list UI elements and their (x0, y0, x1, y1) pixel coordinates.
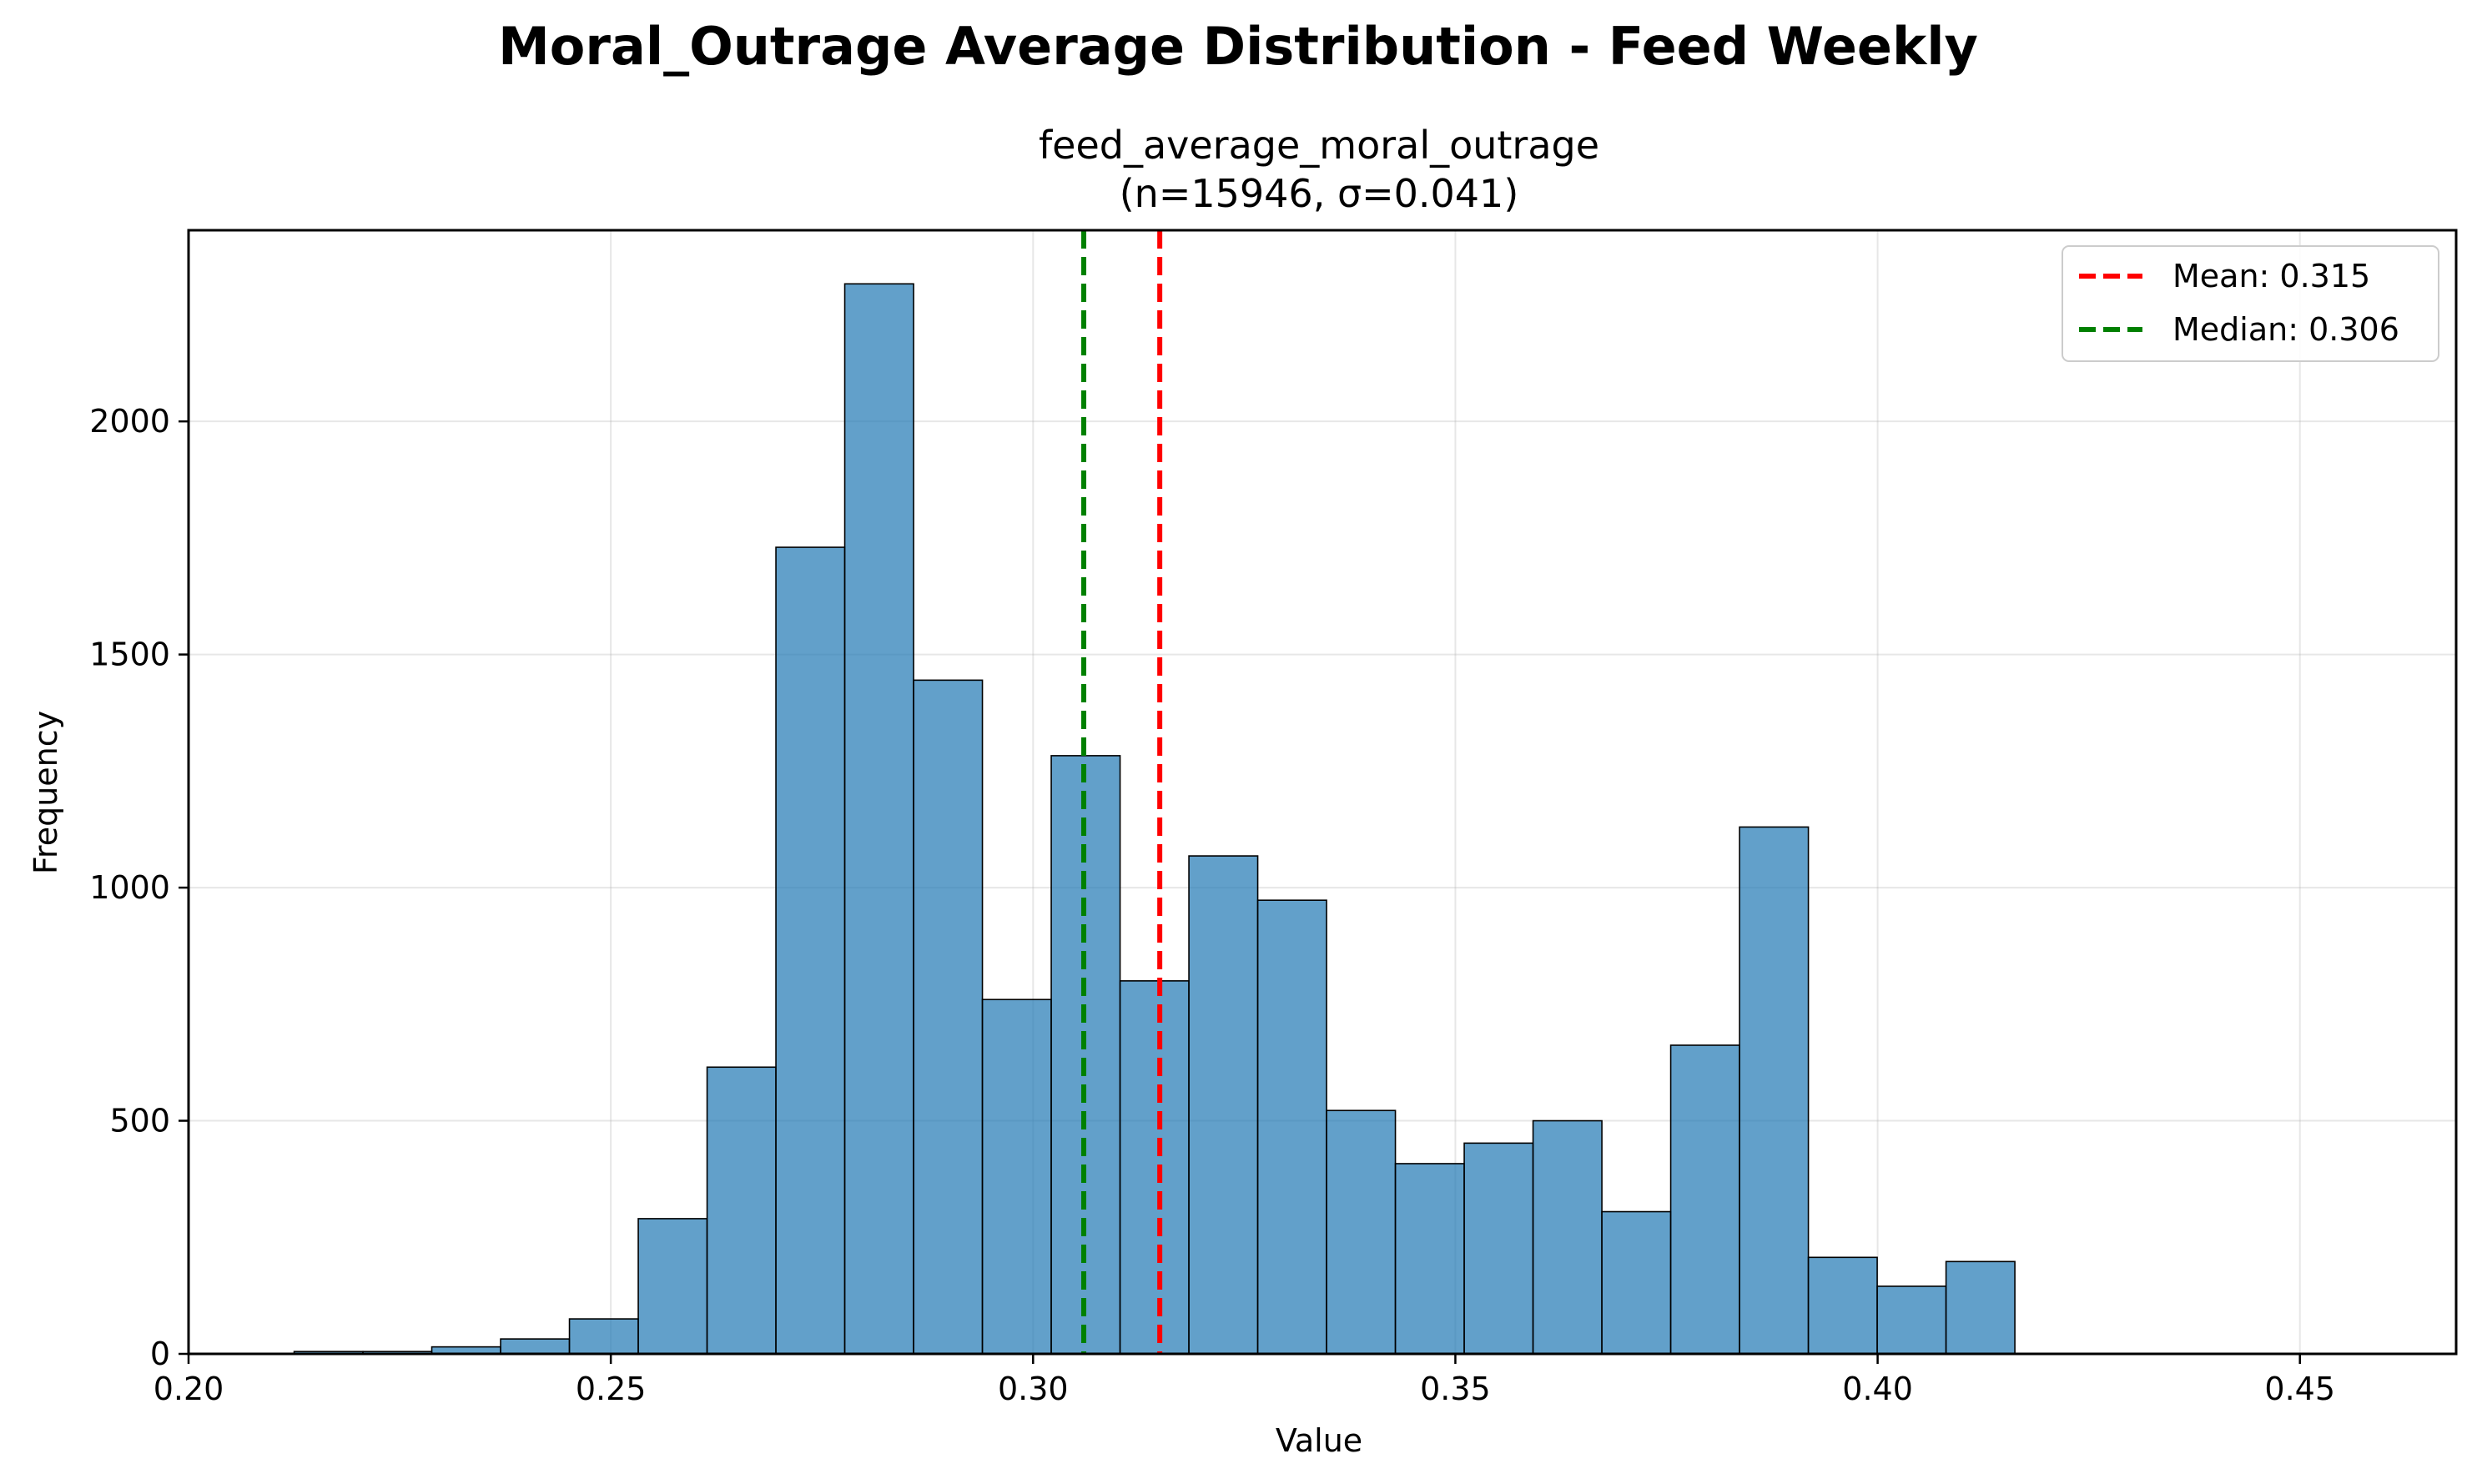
histogram-bar (1394, 1163, 1465, 1355)
histogram-bar (706, 1066, 777, 1355)
histogram-bar (1463, 1142, 1534, 1355)
x-tick-label: 0.30 (998, 1371, 1069, 1407)
reference-lines (1081, 230, 1163, 1354)
x-tick-label: 0.25 (576, 1371, 647, 1407)
histogram-bar (568, 1318, 639, 1355)
legend-median-label: Median: 0.306 (2172, 311, 2399, 348)
histogram-bar (1876, 1285, 1947, 1355)
x-axis-label: Value (1276, 1422, 1362, 1459)
histogram-bar (913, 679, 984, 1355)
histogram-bar (843, 283, 914, 1355)
histogram-bar (1601, 1210, 1672, 1355)
chart-suptitle: Moral_Outrage Average Distribution - Fee… (498, 16, 1978, 77)
histogram-bar (775, 546, 846, 1355)
histogram-bar (1326, 1109, 1397, 1355)
legend-mean-label: Mean: 0.315 (2172, 258, 2370, 294)
plot-frame (187, 229, 2458, 1356)
histogram-bar (1669, 1044, 1740, 1355)
y-tick-label: 0 (150, 1336, 170, 1372)
axes-title-line1: feed_average_moral_outrage (1039, 123, 1599, 168)
x-tick-label: 0.35 (1420, 1371, 1491, 1407)
y-axis-ticks: 0 500 1000 1500 2000 (89, 403, 189, 1372)
y-axis-label: Frequency (28, 711, 64, 874)
histogram-bar (1256, 899, 1327, 1355)
histogram-bar (1532, 1119, 1603, 1355)
histogram-bar (1807, 1256, 1878, 1355)
x-axis-ticks: 0.20 0.25 0.30 0.35 0.40 0.45 (154, 1354, 2335, 1407)
x-tick-label: 0.40 (1842, 1371, 1913, 1407)
histogram-bar (637, 1218, 708, 1355)
x-tick-label: 0.20 (154, 1371, 224, 1407)
histogram-bar (1945, 1260, 2016, 1355)
axes-title-line2: (n=15946, σ=0.041) (1120, 171, 1519, 216)
y-tick-label: 1000 (89, 869, 170, 906)
histogram-bar (500, 1338, 571, 1355)
y-tick-label: 2000 (89, 403, 170, 440)
histogram-bar (1188, 855, 1259, 1355)
y-tick-label: 500 (109, 1103, 170, 1139)
y-tick-label: 1500 (89, 636, 170, 673)
legend: Mean: 0.315 Median: 0.306 (2062, 245, 2439, 362)
legend-box (2062, 245, 2439, 362)
histogram-bar (981, 999, 1052, 1355)
histogram-bar (1119, 980, 1190, 1355)
histogram-bars (293, 283, 2016, 1355)
x-tick-label: 0.45 (2264, 1371, 2335, 1407)
histogram-bar (1739, 826, 1810, 1355)
